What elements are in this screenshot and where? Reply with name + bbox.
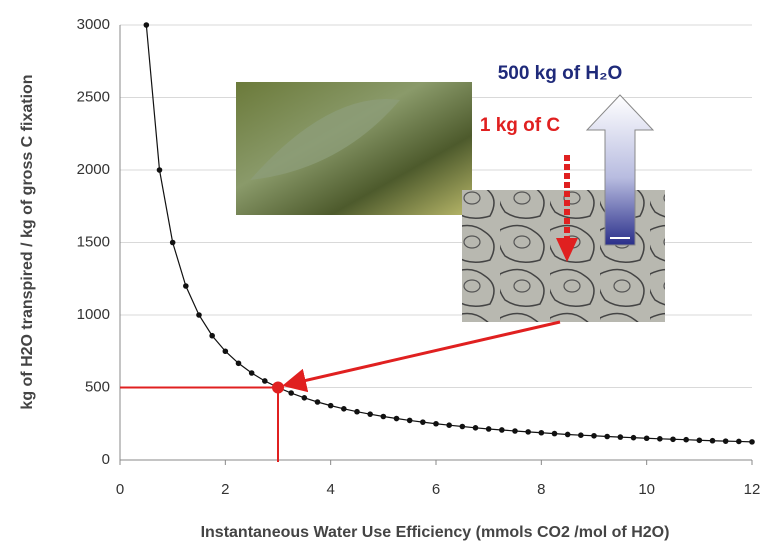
point: [486, 426, 492, 432]
x-tick-label: 0: [116, 481, 124, 498]
point: [683, 437, 689, 443]
point: [407, 418, 413, 424]
point: [433, 421, 439, 427]
x-tick-label: 4: [326, 481, 334, 498]
y-tick-label: 500: [85, 378, 110, 395]
y-tick-label: 2000: [77, 161, 110, 178]
point: [341, 406, 347, 412]
point: [499, 427, 505, 433]
point: [604, 434, 610, 440]
x-tick-label: 10: [638, 481, 655, 498]
point: [381, 414, 387, 420]
point: [710, 438, 716, 444]
point: [697, 437, 703, 443]
point: [249, 370, 255, 376]
pointer-arrow: [288, 322, 560, 385]
point: [723, 438, 729, 444]
point: [354, 409, 360, 415]
point: [657, 436, 663, 442]
point: [394, 416, 400, 422]
y-tick-label: 1000: [77, 306, 110, 323]
annotation: 1 kg of C: [480, 115, 561, 136]
point: [631, 435, 637, 441]
point: [157, 167, 163, 173]
point: [144, 22, 150, 28]
point: [460, 424, 466, 430]
chart: Instantaneous Water Use Efficiency (mmol…: [0, 0, 774, 549]
point: [367, 411, 373, 417]
point: [302, 395, 308, 401]
point: [591, 433, 597, 439]
leaf-photo: [236, 82, 472, 215]
point: [539, 430, 545, 436]
point: [565, 432, 571, 438]
point: [512, 428, 518, 434]
y-tick-label: 0: [102, 451, 110, 468]
point: [473, 425, 479, 431]
point: [618, 434, 624, 440]
point: [170, 240, 176, 246]
point: [209, 333, 215, 339]
highlight-point: [272, 382, 284, 394]
point: [644, 435, 650, 441]
point: [736, 439, 742, 445]
point: [236, 360, 242, 366]
x-tick-label: 2: [221, 481, 229, 498]
y-tick-label: 2500: [77, 88, 110, 105]
annotation: 500 kg of H₂O: [498, 63, 623, 84]
x-axis-title: Instantaneous Water Use Efficiency (mmol…: [201, 524, 670, 541]
point: [670, 436, 676, 442]
point: [196, 312, 202, 318]
point: [288, 390, 294, 396]
point: [552, 431, 558, 437]
y-tick-label: 3000: [77, 16, 110, 33]
point: [262, 378, 268, 384]
point: [446, 422, 452, 428]
x-tick-label: 12: [744, 481, 761, 498]
point: [420, 419, 426, 425]
point: [328, 403, 334, 409]
point: [525, 429, 531, 435]
point: [315, 399, 321, 405]
y-tick-label: 1500: [77, 233, 110, 250]
point: [223, 348, 229, 354]
point: [183, 283, 189, 289]
x-tick-label: 6: [432, 481, 440, 498]
x-tick-label: 8: [537, 481, 545, 498]
y-axis-title: kg of H2O transpired / kg of gross C fix…: [19, 74, 36, 409]
point: [749, 439, 755, 445]
point: [578, 432, 584, 438]
